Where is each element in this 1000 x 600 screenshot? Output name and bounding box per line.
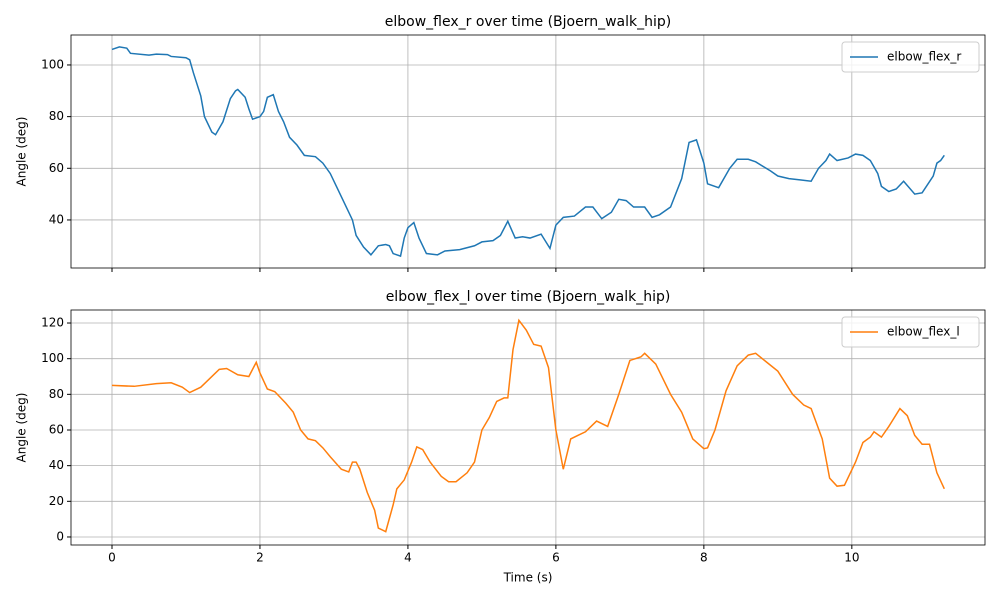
y-tick-label: 60 [49, 422, 64, 436]
chart-title: elbow_flex_r over time (Bjoern_walk_hip) [385, 14, 672, 30]
x-tick-label: 10 [844, 551, 859, 565]
axes-frame [70, 309, 986, 546]
legend-box [841, 41, 980, 73]
y-tick-label: 40 [49, 458, 64, 472]
y-tick-label: 60 [49, 161, 64, 175]
y-tick-label: 100 [41, 351, 64, 365]
y-tick-label: 100 [41, 57, 64, 71]
axes-frame [70, 34, 986, 269]
y-tick-label: 20 [49, 494, 64, 508]
chart-title: elbow_flex_l over time (Bjoern_walk_hip) [386, 289, 671, 305]
x-tick-label: 0 [108, 551, 116, 565]
y-tick-label: 0 [56, 529, 64, 543]
x-tick-label: 8 [700, 551, 708, 565]
y-axis-label: Angle (deg) [15, 393, 29, 463]
data-line [111, 46, 945, 258]
y-tick-label: 80 [49, 109, 64, 123]
x-tick-label: 6 [552, 551, 560, 565]
x-tick-label: 2 [256, 551, 264, 565]
x-tick-label: 4 [404, 551, 412, 565]
data-line [111, 318, 945, 533]
legend-label: elbow_flex_r [887, 50, 961, 64]
y-tick-label: 40 [49, 212, 64, 226]
y-tick-label: 120 [41, 316, 64, 330]
legend-box [841, 316, 980, 348]
x-axis-label: Time (s) [503, 571, 553, 585]
y-tick-label: 80 [49, 387, 64, 401]
y-axis-label: Angle (deg) [15, 117, 29, 187]
legend-label: elbow_flex_l [887, 325, 960, 339]
